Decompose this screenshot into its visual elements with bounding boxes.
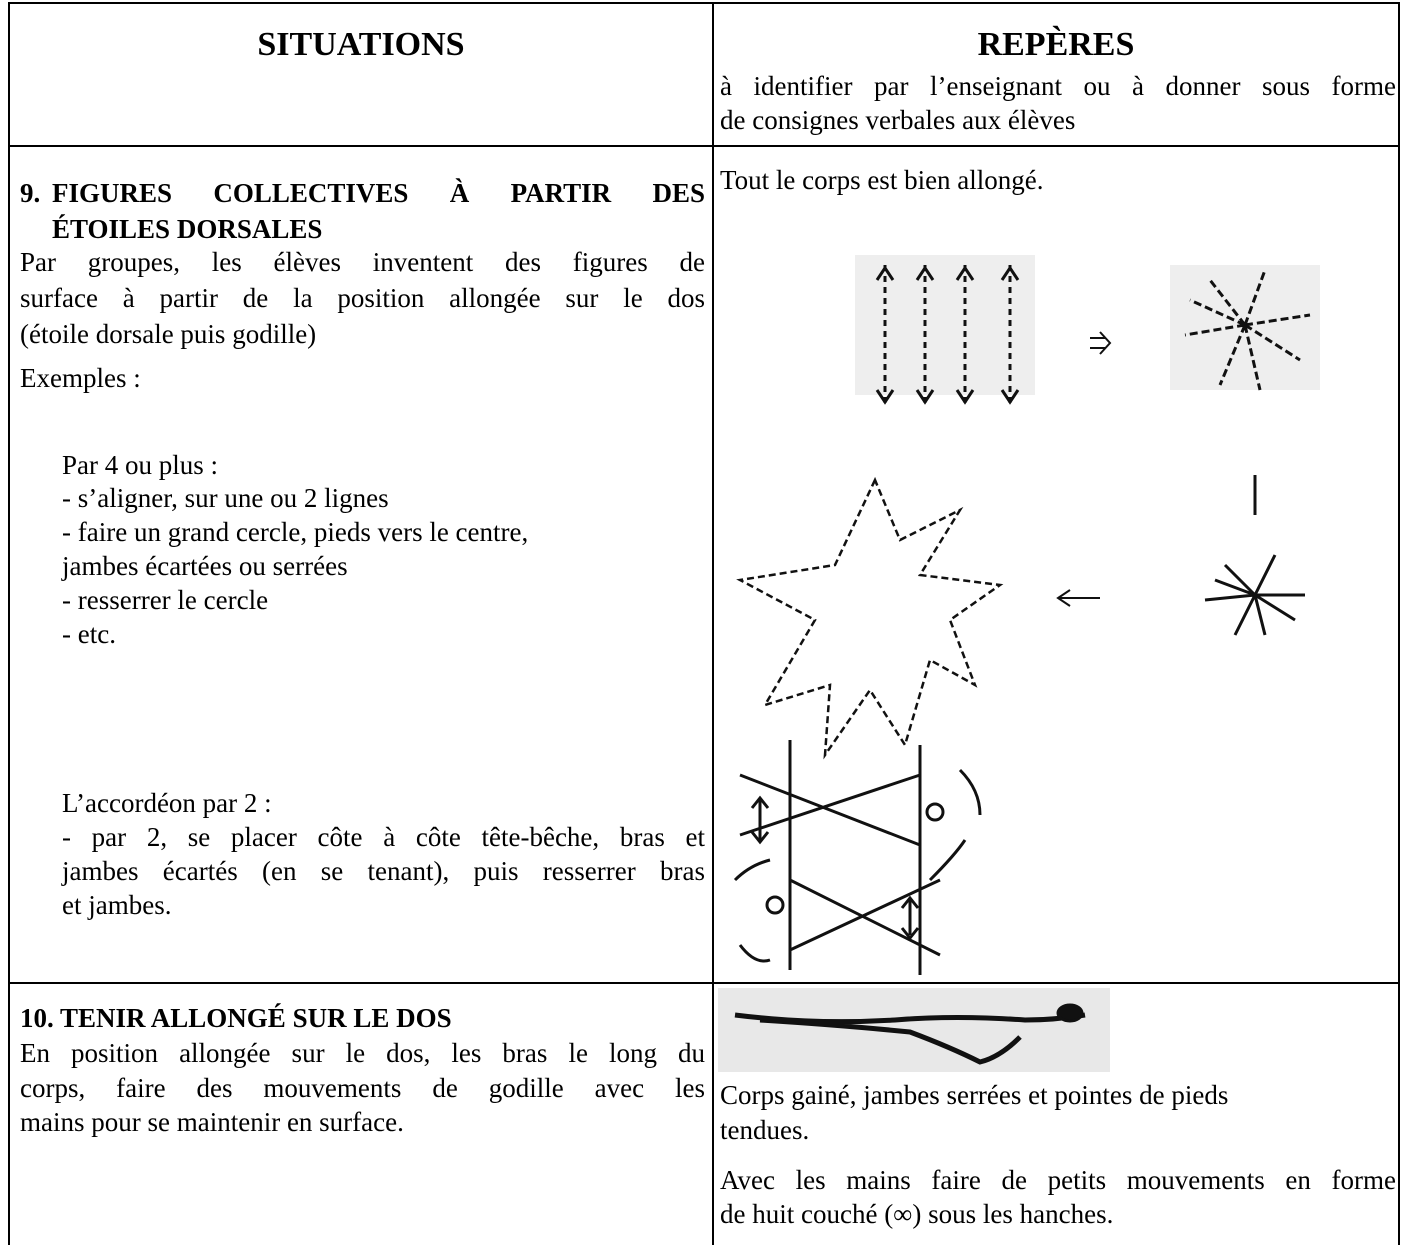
list-line: - s’aligner, sur une ou 2 lignes	[62, 483, 389, 513]
paragraph: Exemples :	[20, 363, 141, 393]
list-line: et jambes.	[62, 890, 172, 920]
figure-lines	[855, 255, 1320, 405]
paragraph: Par groupes, les élèves inventent des fi…	[20, 247, 705, 277]
row-number: 9.	[20, 178, 41, 208]
border	[8, 982, 1400, 984]
list-line: jambes écartées ou serrées	[62, 551, 348, 581]
reperes-text: tendues.	[720, 1115, 810, 1145]
list-line: - etc.	[62, 619, 116, 649]
list-line: - faire un grand cercle, pieds vers le c…	[62, 517, 529, 547]
list-line: - par 2, se placer côte à côte tête-bêch…	[62, 822, 705, 852]
paragraph: En position allongée sur le dos, les bra…	[20, 1038, 705, 1068]
header-note: à identifier par l’enseignant ou à donne…	[720, 71, 1396, 101]
paragraph: surface à partir de la position allongée…	[20, 283, 705, 313]
header-note: de consignes verbales aux élèves	[720, 105, 1076, 135]
header-reperes: REPÈRES	[977, 26, 1135, 63]
figure-swimmer	[718, 988, 1110, 1072]
list-line: jambes écartés (en se tenant), puis ress…	[62, 856, 705, 886]
row-title: 10. TENIR ALLONGÉ SUR LE DOS	[20, 1003, 452, 1033]
group-heading: L’accordéon par 2 :	[62, 788, 272, 818]
reperes-text: Tout le corps est bien allongé.	[720, 165, 1044, 195]
figure-circle	[736, 475, 1305, 760]
group-heading: Par 4 ou plus :	[62, 450, 219, 480]
list-line: - resserrer le cercle	[62, 585, 269, 615]
reperes-text: Corps gainé, jambes serrées et pointes d…	[720, 1080, 1229, 1110]
reperes-text: Avec les mains faire de petits mouvement…	[720, 1165, 1396, 1195]
header-situations: SITUATIONS	[257, 26, 465, 63]
border	[8, 145, 1400, 147]
border	[712, 2, 714, 1245]
paragraph: corps, faire des mouvements de godille a…	[20, 1073, 705, 1103]
paragraph: (étoile dorsale puis godille)	[20, 319, 317, 349]
figure-accordion	[733, 740, 982, 975]
paragraph: mains pour se maintenir en surface.	[20, 1107, 404, 1137]
border	[1398, 2, 1400, 1245]
border	[8, 2, 10, 1245]
row-title: ÉTOILES DORSALES	[52, 214, 323, 244]
row-title: FIGURES COLLECTIVES À PARTIR DES	[52, 178, 705, 208]
reperes-text: de huit couché (∞) sous les hanches.	[720, 1199, 1114, 1229]
border	[8, 2, 1400, 4]
